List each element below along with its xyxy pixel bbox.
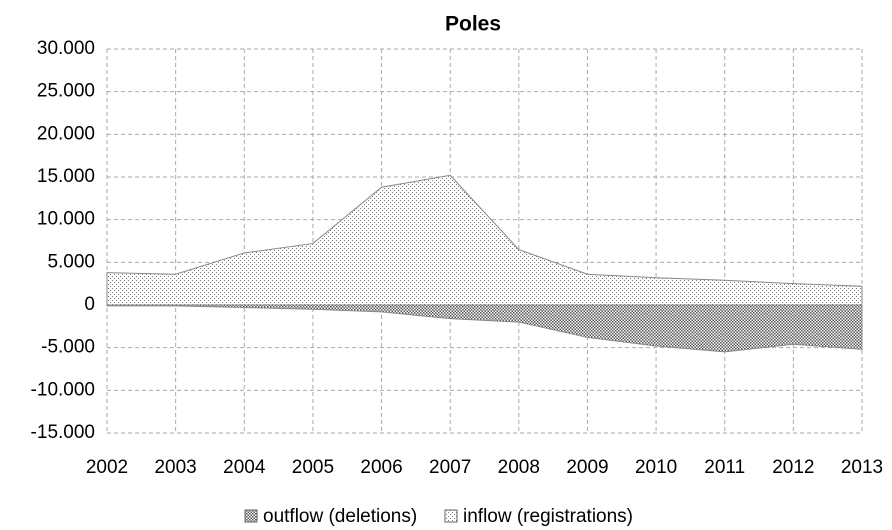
area (106, 304, 863, 353)
y-tick-label: -10.000 (31, 379, 95, 400)
x-tick-label: 2002 (86, 457, 128, 478)
area (106, 174, 863, 306)
y-tick-label: 5.000 (47, 251, 95, 272)
x-tick-label: 2011 (704, 457, 745, 478)
x-tick-label: 2007 (429, 457, 471, 478)
legend-swatch (244, 509, 258, 523)
x-tick-label: 2010 (635, 457, 677, 478)
chart-title: Poles (445, 13, 501, 36)
y-tick-label: -15.000 (31, 422, 95, 443)
x-tick-label: 2008 (498, 457, 540, 478)
legend-swatch (444, 509, 458, 523)
y-tick-label: 15.000 (37, 166, 95, 187)
x-tick-label: 2003 (154, 457, 196, 478)
x-tick-label: 2013 (841, 457, 883, 478)
x-tick-label: 2006 (360, 457, 402, 478)
x-tick-label: 2009 (566, 457, 608, 478)
y-tick-label: 20.000 (37, 123, 95, 144)
y-tick-label: 25.000 (37, 81, 95, 102)
legend-label: outflow (deletions) (263, 506, 417, 527)
y-tick-label: 0 (84, 294, 95, 315)
x-tick-label: 2012 (772, 457, 814, 478)
y-tick-label: 30.000 (37, 38, 95, 59)
y-tick-label: -5.000 (41, 337, 95, 358)
y-tick-label: 10.000 (37, 209, 95, 230)
legend-label: inflow (registrations) (463, 506, 633, 527)
x-tick-label: 2004 (223, 457, 266, 478)
x-tick-label: 2005 (292, 457, 334, 478)
